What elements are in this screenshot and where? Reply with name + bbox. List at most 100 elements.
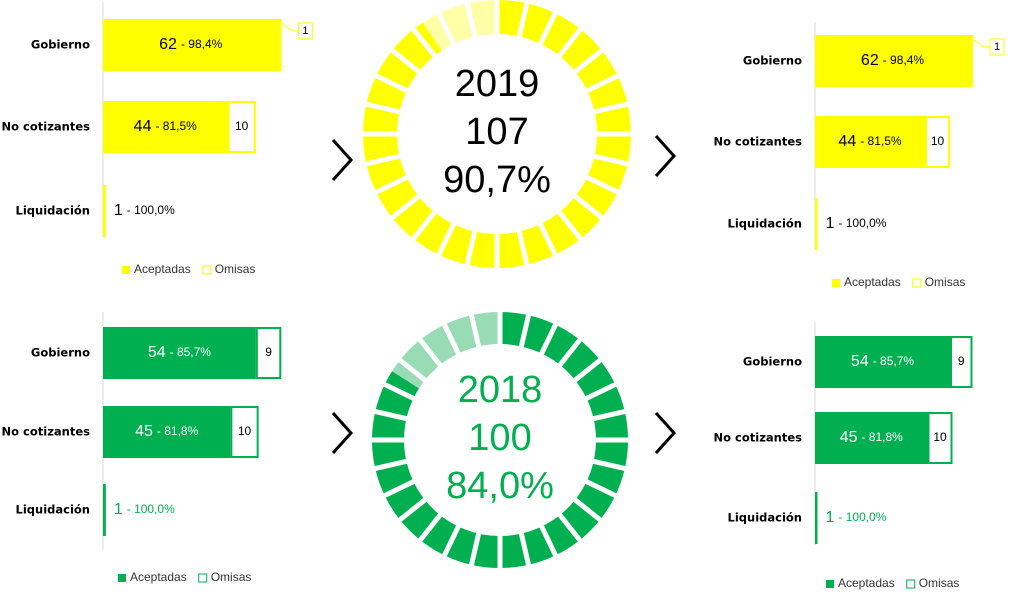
value-share: - 98,4%	[883, 53, 925, 67]
category-label: Liquidación	[16, 503, 90, 517]
legend-swatch	[122, 266, 130, 274]
bar-aceptadas	[103, 484, 106, 536]
legend-label: Omisas	[919, 576, 960, 590]
value-number: 1	[114, 202, 123, 219]
value-share: - 85,7%	[873, 354, 915, 368]
category-label: Gobierno	[743, 54, 802, 68]
legend-swatch	[826, 580, 834, 588]
value-share: - 100,0%	[838, 216, 886, 230]
segment-gap	[571, 496, 604, 524]
value-share: - 81,5%	[155, 119, 197, 133]
segment-gap	[416, 511, 444, 544]
segment-gap	[518, 531, 532, 568]
segment-gap	[372, 408, 409, 422]
segment-gap	[410, 26, 438, 59]
omisas-label: 10	[238, 424, 252, 438]
legend-label: Aceptadas	[134, 262, 191, 276]
value-label: 44- 81,5%	[838, 133, 901, 150]
segment-gap	[373, 72, 410, 94]
segment-gap	[583, 381, 619, 402]
segment-gap	[591, 153, 631, 167]
value-number: 1	[826, 215, 835, 232]
donut-center-text: 84,0%	[446, 465, 554, 507]
value-label: 45 - 81,8%	[135, 423, 198, 440]
donut-center-text: 100	[468, 417, 531, 459]
category-label: No cotizantes	[714, 135, 803, 149]
segment-gap	[468, 531, 482, 568]
category-label: Gobierno	[743, 355, 802, 369]
category-label: Gobierno	[31, 38, 90, 52]
value-share: - 81,8%	[157, 424, 199, 438]
donut-center-text: 90,7%	[443, 159, 551, 201]
segment-gap	[556, 26, 584, 59]
value-number: 45	[135, 423, 153, 440]
value-number: 54	[148, 344, 166, 361]
segment-gap	[435, 221, 457, 258]
value-label: 54 - 85,7%	[851, 353, 914, 370]
segment-gap	[518, 312, 532, 349]
chevron	[331, 411, 354, 455]
bar-omisas	[255, 327, 282, 379]
bar-aceptadas	[103, 19, 279, 71]
legend-swatch	[202, 265, 212, 275]
value-label: 44- 81,5%	[134, 118, 197, 135]
bar-aceptadas	[103, 101, 228, 153]
segment-gap	[468, 312, 482, 349]
value-share: - 98,4%	[181, 37, 223, 51]
donut-center-text: 2018	[458, 369, 543, 411]
donut-arc	[422, 0, 498, 51]
value-number: 45	[840, 429, 858, 446]
chevrons	[331, 134, 677, 455]
segment-gap	[373, 174, 410, 196]
segment-gap	[363, 153, 403, 167]
segment-gap	[583, 478, 619, 499]
segment-gap	[441, 523, 462, 559]
segment-gap	[571, 356, 604, 384]
segment-gap	[584, 174, 621, 196]
callout-box	[297, 22, 313, 40]
segment-gap	[572, 193, 605, 221]
value-number: 1	[826, 509, 835, 526]
segment-gap	[464, 228, 478, 268]
bar-aceptadas	[815, 116, 925, 168]
value-share: - 81,8%	[861, 430, 903, 444]
value-label: 54 - 85,7%	[148, 344, 211, 361]
bar-aceptadas	[103, 327, 256, 379]
value-label: 62 - 98,4%	[159, 36, 222, 53]
omisas-label: 1	[302, 25, 308, 37]
donut-center-text: 107	[465, 111, 528, 153]
bar-aceptadas	[815, 35, 970, 87]
category-label: Liquidación	[16, 204, 90, 218]
legend-swatch	[832, 279, 840, 287]
bar-aceptadas	[815, 198, 818, 250]
bar-aceptadas	[103, 185, 106, 237]
value-label: 1- 100,0%	[826, 509, 887, 526]
category-label: No cotizantes	[2, 120, 91, 134]
segment-gap	[516, 0, 530, 40]
segment-gap	[396, 356, 429, 384]
segment-gap	[372, 458, 409, 472]
category-label: Liquidación	[728, 511, 802, 525]
donut-center-text: 2019	[455, 63, 540, 105]
category-label: Gobierno	[31, 346, 90, 360]
legend-label: Omisas	[211, 570, 252, 584]
value-number: 44	[838, 133, 856, 150]
legend-label: Omisas	[215, 262, 256, 276]
segment-gap	[556, 209, 584, 242]
segment-gap	[416, 336, 444, 369]
segment-gap	[556, 336, 584, 369]
segment-gap	[381, 381, 417, 402]
bar-omisas	[278, 19, 282, 71]
segment-gap	[572, 47, 605, 75]
chevron	[654, 134, 677, 178]
legend-swatch	[198, 573, 208, 583]
segment-gap	[584, 72, 621, 94]
legend-swatch	[912, 278, 922, 288]
segment-gap	[464, 0, 478, 40]
callout-line	[280, 22, 299, 32]
segment-gap	[389, 47, 422, 75]
bar-aceptadas	[815, 492, 818, 544]
donut-arc	[372, 312, 628, 568]
segment-gap	[410, 209, 438, 242]
